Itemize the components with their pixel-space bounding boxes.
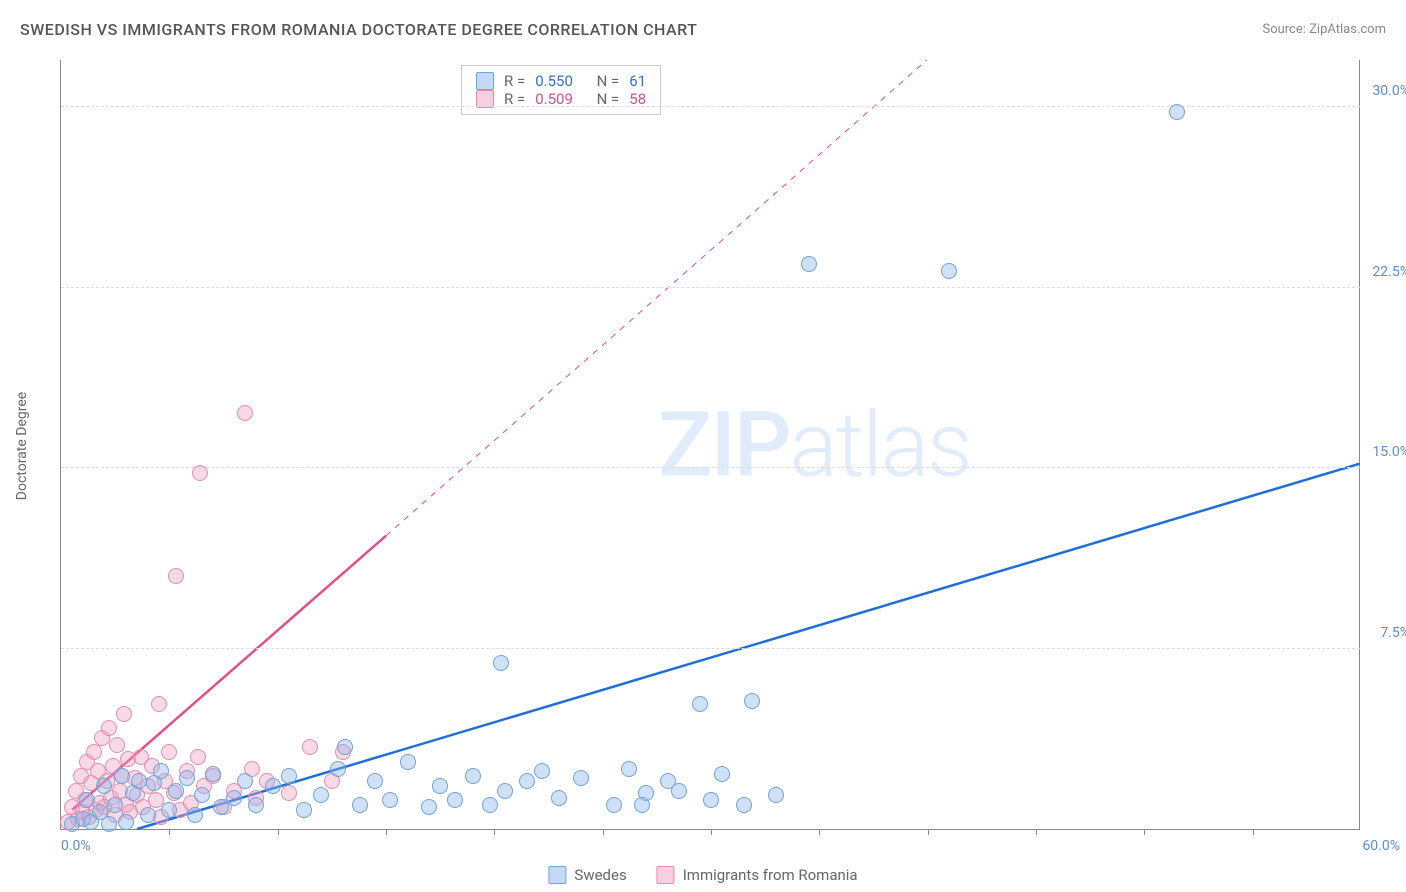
data-point-swedes (161, 802, 177, 818)
chart-title: SWEDISH VS IMMIGRANTS FROM ROMANIA DOCTO… (20, 20, 697, 39)
x-tick-mark (1253, 829, 1254, 835)
regression-lines (61, 60, 1360, 829)
legend-item-swedes: Swedes (548, 866, 626, 884)
gridline (61, 106, 1360, 107)
y-tick-label: 15.0% (1372, 444, 1406, 460)
data-point-swedes (118, 814, 134, 830)
data-point-swedes (465, 768, 481, 784)
data-point-swedes (187, 807, 203, 823)
data-point-swedes (801, 256, 817, 272)
data-point-swedes (265, 778, 281, 794)
data-point-swedes (606, 797, 622, 813)
data-point-swedes (634, 797, 650, 813)
data-point-swedes (400, 754, 416, 770)
data-point-swedes (237, 773, 253, 789)
x-tick-mark (169, 829, 170, 835)
data-point-swedes (421, 799, 437, 815)
data-point-swedes (367, 773, 383, 789)
data-point-swedes (519, 773, 535, 789)
x-tick-mark (928, 829, 929, 835)
data-point-swedes (941, 263, 957, 279)
data-point-swedes (96, 778, 112, 794)
data-point-swedes (337, 739, 353, 755)
data-point-swedes (352, 797, 368, 813)
data-point-swedes (248, 797, 264, 813)
y-tick-label: 30.0% (1372, 83, 1406, 99)
data-point-swedes (107, 797, 123, 813)
x-tick-mark (1144, 829, 1145, 835)
gridline (61, 467, 1360, 468)
header: SWEDISH VS IMMIGRANTS FROM ROMANIA DOCTO… (20, 20, 1386, 39)
data-point-romania (161, 744, 177, 760)
data-point-romania (151, 696, 167, 712)
data-point-swedes (101, 816, 117, 832)
data-point-swedes (281, 768, 297, 784)
data-point-swedes (140, 807, 156, 823)
data-point-romania (302, 739, 318, 755)
data-point-swedes (714, 766, 730, 782)
data-point-swedes (79, 792, 95, 808)
data-point-swedes (226, 790, 242, 806)
x-tick-mark (1036, 829, 1037, 835)
data-point-swedes (313, 787, 329, 803)
data-point-swedes (703, 792, 719, 808)
data-point-swedes (482, 797, 498, 813)
data-point-romania (101, 720, 117, 736)
x-tick-mark (711, 829, 712, 835)
data-point-swedes (131, 773, 147, 789)
data-point-romania (192, 465, 208, 481)
data-point-swedes (194, 787, 210, 803)
data-point-swedes (330, 761, 346, 777)
x-tick-end: 60.0% (1362, 838, 1400, 854)
x-tick-mark (386, 829, 387, 835)
data-point-swedes (551, 790, 567, 806)
data-point-romania (109, 737, 125, 753)
gridline (61, 287, 1360, 288)
data-point-swedes (447, 792, 463, 808)
plot-area: ZIPatlas R = 0.550 N = 61 R = 0.509 N = … (60, 60, 1360, 830)
y-tick-label: 7.5% (1380, 625, 1406, 641)
data-point-swedes (497, 783, 513, 799)
source-label: Source: ZipAtlas.com (1262, 22, 1386, 37)
legend-item-romania: Immigrants from Romania (657, 866, 858, 884)
data-point-swedes (179, 770, 195, 786)
data-point-swedes (382, 792, 398, 808)
legend-label-swedes: Swedes (574, 866, 626, 884)
legend-label-romania: Immigrants from Romania (683, 866, 858, 884)
data-point-swedes (744, 693, 760, 709)
data-point-romania (281, 785, 297, 801)
data-point-swedes (205, 766, 221, 782)
data-point-swedes (573, 770, 589, 786)
x-tick-mark (278, 829, 279, 835)
bottom-legend: Swedes Immigrants from Romania (548, 866, 857, 884)
data-point-swedes (493, 655, 509, 671)
x-tick-mark (494, 829, 495, 835)
data-point-swedes (736, 797, 752, 813)
data-point-swedes (692, 696, 708, 712)
data-point-romania (237, 405, 253, 421)
y-tick-label: 22.5% (1372, 264, 1406, 280)
legend-swatch-pink-icon (657, 866, 675, 884)
data-point-romania (116, 706, 132, 722)
data-point-swedes (768, 787, 784, 803)
data-point-swedes (432, 778, 448, 794)
x-tick-mark (603, 829, 604, 835)
y-axis-label: Doctorate Degree (14, 392, 30, 500)
data-point-swedes (671, 783, 687, 799)
data-point-romania (86, 744, 102, 760)
data-point-romania (190, 749, 206, 765)
x-tick-mark (819, 829, 820, 835)
data-point-swedes (153, 763, 169, 779)
x-tick-start: 0.0% (61, 838, 91, 854)
legend-swatch-blue-icon (548, 866, 566, 884)
data-point-swedes (114, 768, 130, 784)
data-point-swedes (621, 761, 637, 777)
data-point-romania (168, 568, 184, 584)
data-point-swedes (296, 802, 312, 818)
data-point-swedes (534, 763, 550, 779)
gridline (61, 648, 1360, 649)
data-point-swedes (1169, 104, 1185, 120)
